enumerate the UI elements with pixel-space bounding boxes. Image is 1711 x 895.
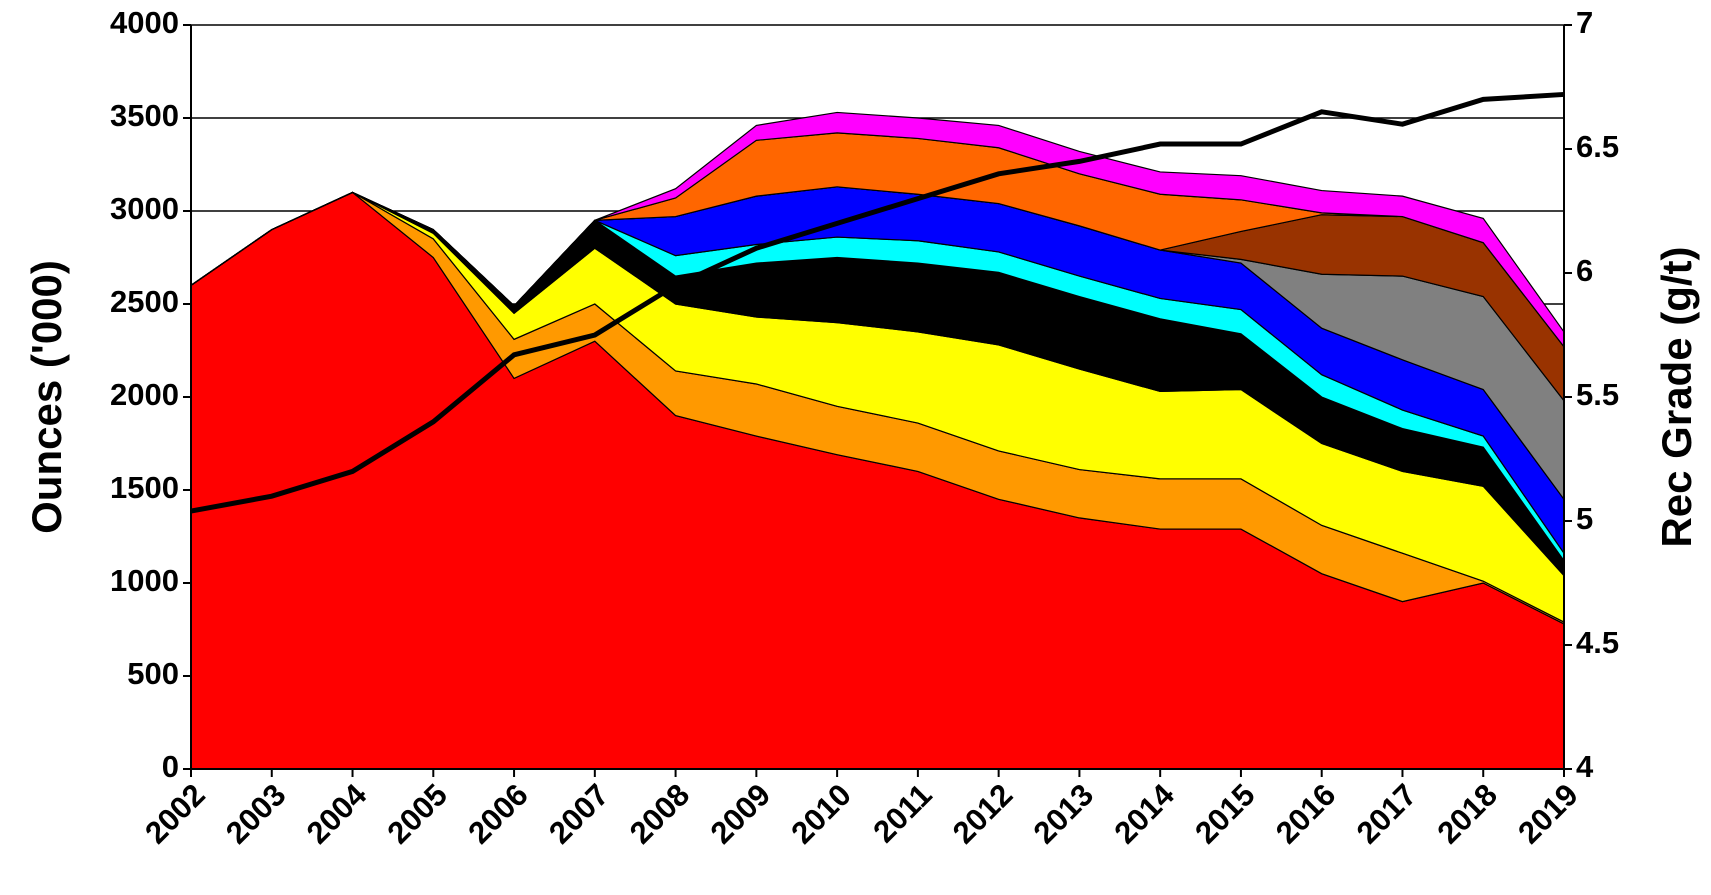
x-tick-label: 2011 bbox=[866, 777, 938, 849]
y2-tick-label: 5.5 bbox=[1576, 377, 1619, 412]
x-tick-label: 2004 bbox=[300, 776, 374, 850]
x-tick-label: 2008 bbox=[623, 777, 697, 851]
x-tick-label: 2003 bbox=[219, 777, 293, 851]
y-tick-label: 0 bbox=[162, 749, 179, 784]
x-tick-label: 2012 bbox=[946, 777, 1020, 851]
x-tick-label: 2009 bbox=[704, 777, 778, 851]
y-axis-title: Ounces ('000) bbox=[23, 260, 70, 534]
y2-tick-label: 6 bbox=[1576, 253, 1593, 288]
y-tick-label: 2500 bbox=[110, 284, 179, 319]
x-tick-label: 2002 bbox=[138, 777, 212, 851]
y2-tick-label: 7 bbox=[1576, 5, 1593, 40]
y-tick-label: 500 bbox=[127, 656, 179, 691]
x-tick-label: 2017 bbox=[1350, 777, 1424, 851]
x-tick-label: 2005 bbox=[381, 777, 455, 851]
x-tick-label: 2019 bbox=[1511, 777, 1585, 851]
x-tick-label: 2014 bbox=[1107, 776, 1181, 850]
x-tick-label: 2016 bbox=[1269, 777, 1343, 851]
x-tick-label: 2018 bbox=[1430, 777, 1504, 851]
x-tick-label: 2015 bbox=[1188, 777, 1262, 851]
y-tick-label: 4000 bbox=[110, 5, 179, 40]
y-tick-label: 1000 bbox=[110, 563, 179, 598]
y-tick-label: 3500 bbox=[110, 98, 179, 133]
x-tick-label: 2007 bbox=[542, 777, 616, 851]
y2-tick-label: 4.5 bbox=[1576, 625, 1619, 660]
x-tick-label: 2013 bbox=[1027, 777, 1101, 851]
x-tick-label: 2006 bbox=[461, 777, 535, 851]
y2-axis-title: Rec Grade (g/t) bbox=[1653, 246, 1700, 547]
y-tick-label: 2000 bbox=[110, 377, 179, 412]
y2-tick-label: 6.5 bbox=[1576, 129, 1619, 164]
line bbox=[190, 91, 1565, 514]
y2-tick-label: 5 bbox=[1576, 501, 1593, 536]
y-tick-label: 3000 bbox=[110, 191, 179, 226]
y-tick-label: 1500 bbox=[110, 470, 179, 505]
x-tick-label: 2010 bbox=[784, 777, 858, 851]
y2-tick-label: 4 bbox=[1576, 749, 1594, 784]
